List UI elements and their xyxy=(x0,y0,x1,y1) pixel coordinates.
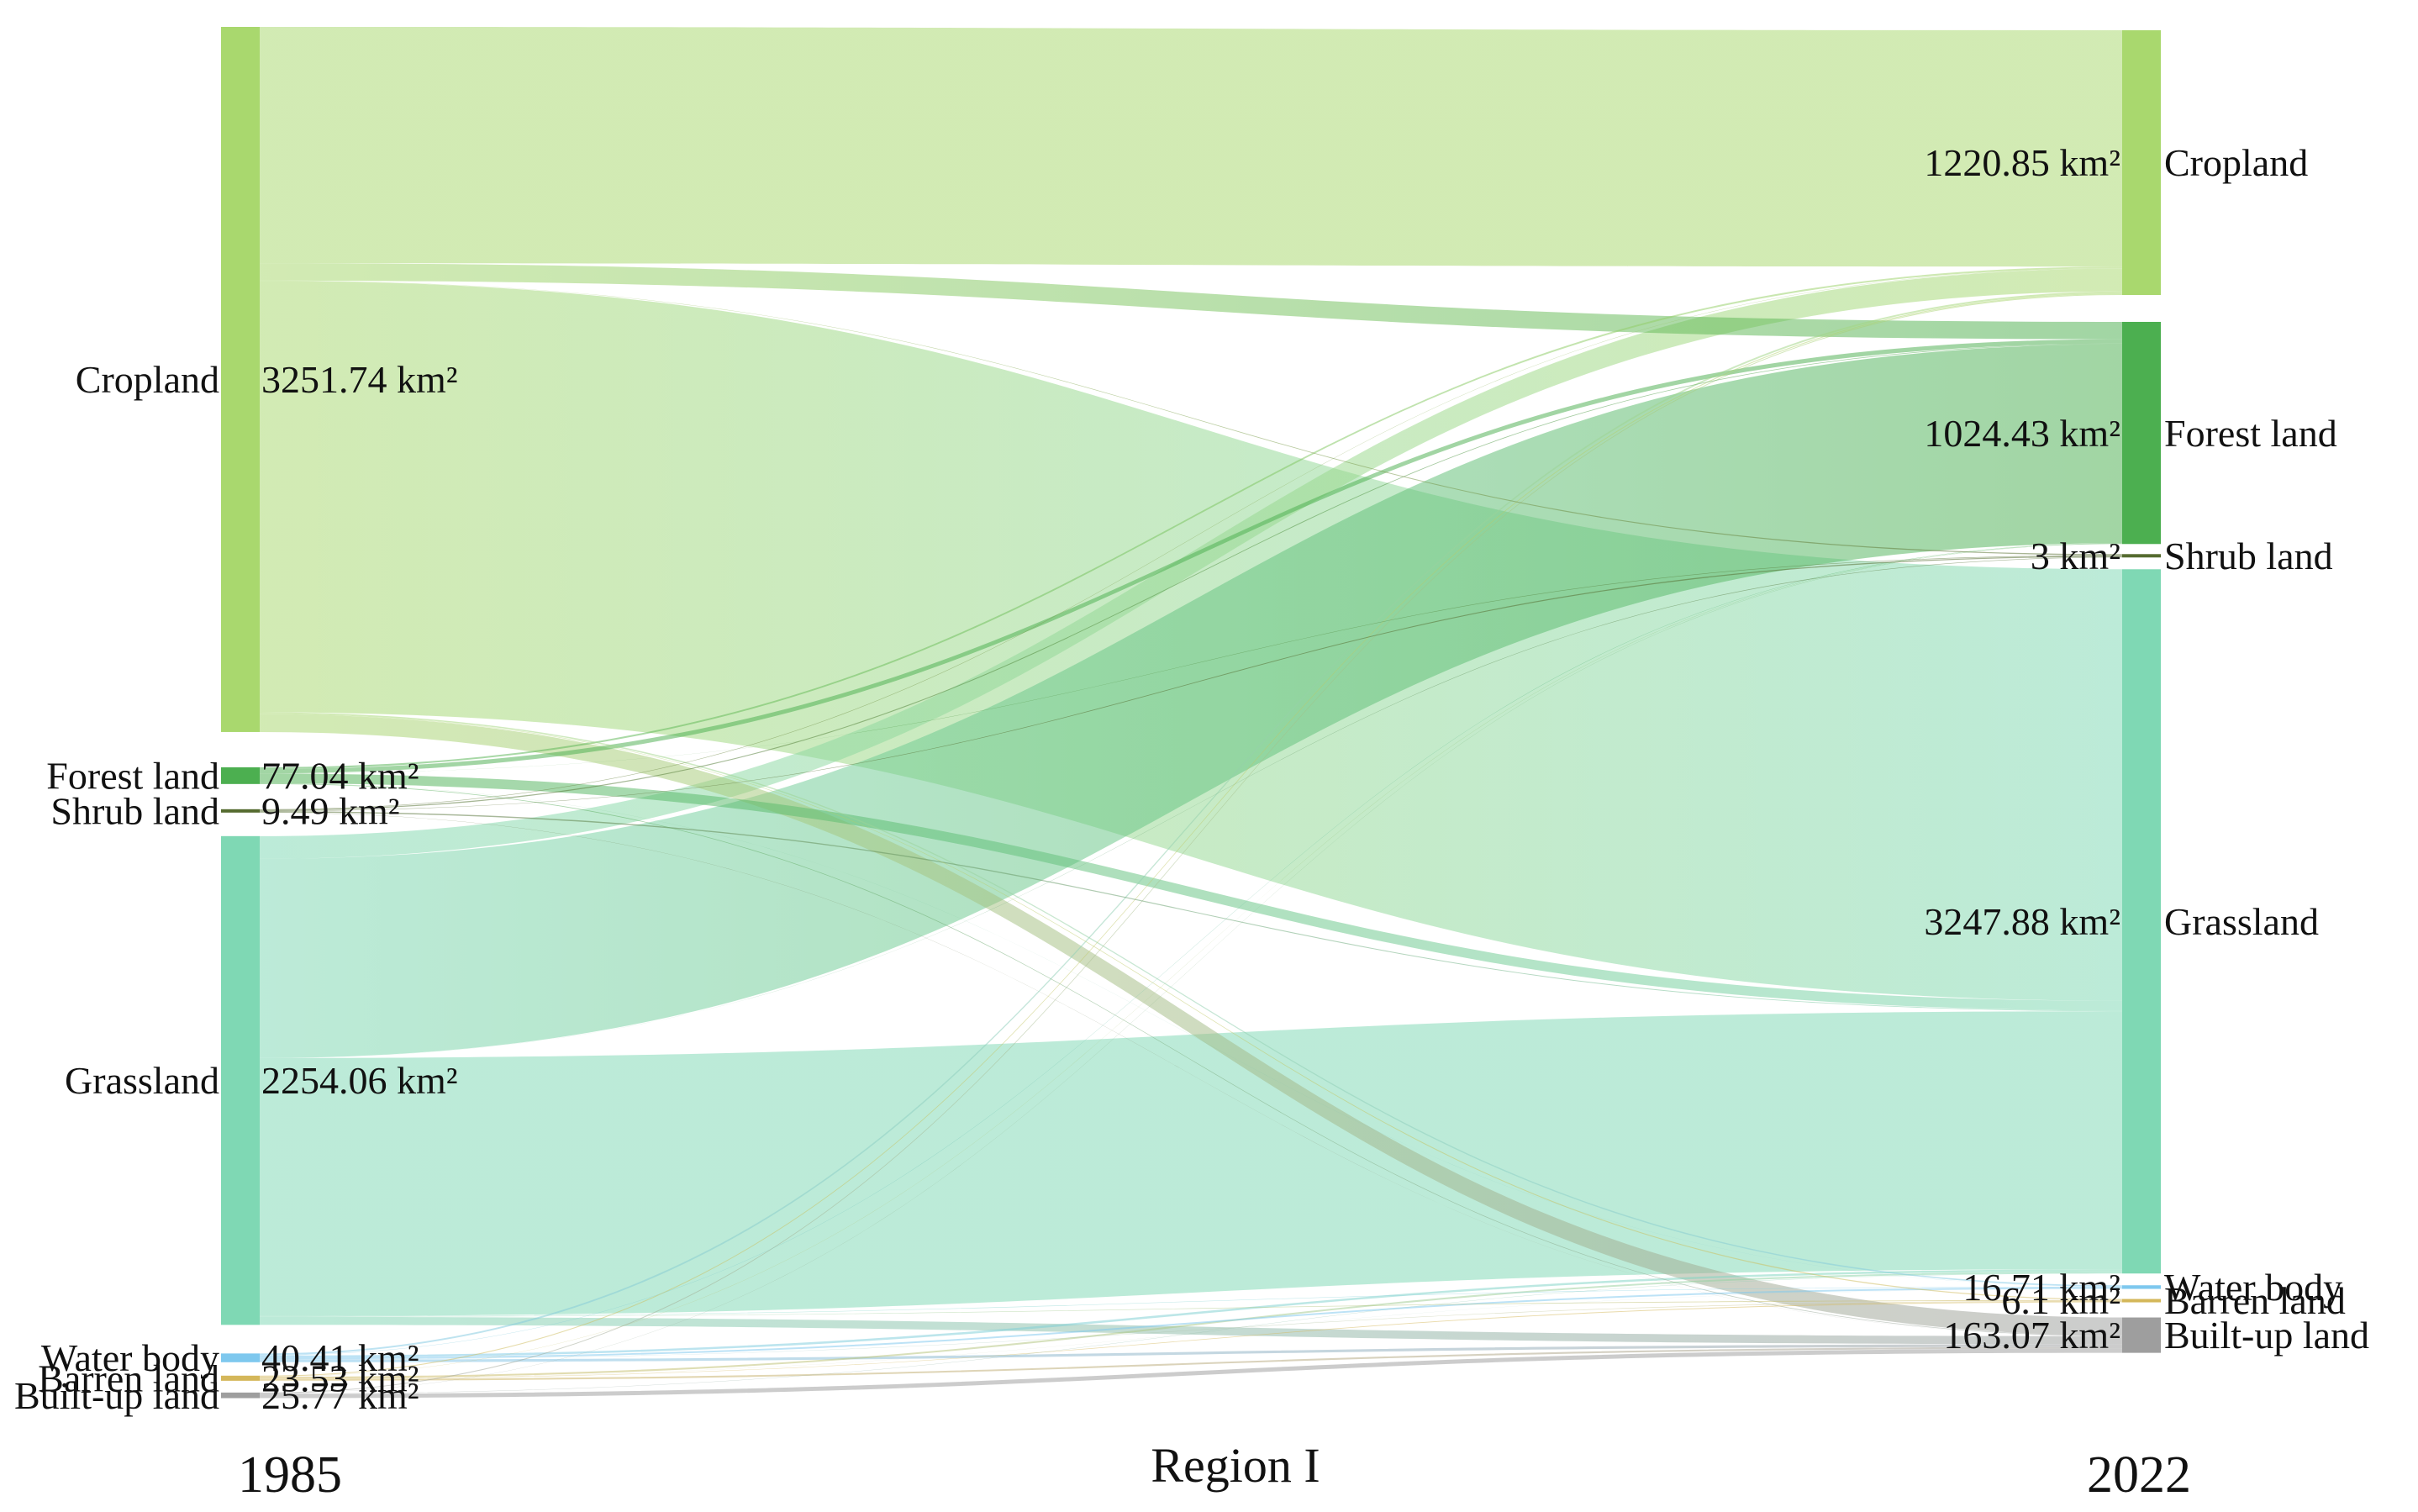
left-value-label-forest-land: 77.04 km² xyxy=(261,755,419,798)
right-value-label-grassland: 3247.88 km² xyxy=(1924,900,2120,943)
right-value-label-shrub-land: 3 km² xyxy=(2031,535,2120,577)
left-name-label-shrub-land: Shrub land xyxy=(50,789,219,832)
nodes-layer xyxy=(221,27,2161,1399)
right-value-label-forest-land: 1024.43 km² xyxy=(1924,412,2120,455)
link-forest-land-to-cropland xyxy=(260,266,2122,770)
right-value-label-water-body: 16.71 km² xyxy=(1962,1266,2120,1309)
right-node-shrub-land xyxy=(2122,554,2161,558)
right-value-label-barren-land: 6.1 km² xyxy=(2001,1279,2120,1322)
link-barren-land-to-built-up-land xyxy=(260,1346,2122,1381)
link-forest-land-to-forest-land xyxy=(260,339,2122,774)
left-node-built-up-land xyxy=(221,1392,260,1399)
left-name-label-cropland: Cropland xyxy=(76,358,219,401)
link-forest-land-to-shrub-land xyxy=(260,555,2122,774)
left-node-cropland xyxy=(221,27,260,732)
left-value-label-cropland: 3251.74 km² xyxy=(261,358,458,401)
link-shrub-land-to-cropland xyxy=(260,268,2122,810)
link-forest-land-to-built-up-land xyxy=(260,783,2122,1336)
left-node-forest-land xyxy=(221,767,260,784)
left-value-label-water-body: 40.41 km² xyxy=(261,1336,419,1379)
link-grassland-to-barren-land xyxy=(260,1299,2122,1317)
left-value-label-shrub-land: 9.49 km² xyxy=(261,789,400,832)
link-forest-land-to-water-body xyxy=(260,782,2122,1287)
link-water-body-to-cropland xyxy=(260,291,2122,1356)
right-name-label-cropland: Cropland xyxy=(2164,141,2308,184)
link-barren-land-to-water-body xyxy=(260,1288,2122,1379)
link-water-body-to-grassland xyxy=(260,1269,2122,1358)
right-node-cropland xyxy=(2122,30,2161,295)
links-layer xyxy=(260,27,2122,1399)
right-name-label-shrub-land: Shrub land xyxy=(2164,535,2333,577)
link-cropland-to-shrub-land xyxy=(260,280,2122,556)
link-shrub-land-to-forest-land xyxy=(260,343,2122,811)
left-node-barren-land xyxy=(221,1375,260,1381)
link-barren-land-to-grassland xyxy=(260,1271,2122,1379)
link-water-body-to-forest-land xyxy=(260,543,2122,1356)
link-built-up-land-to-cropland xyxy=(260,293,2122,1393)
link-cropland-to-water-body xyxy=(260,712,2122,1287)
right-name-label-barren-land: Barren land xyxy=(2164,1279,2346,1322)
left-value-label-barren-land: 23.53 km² xyxy=(261,1357,419,1399)
right-node-barren-land xyxy=(2122,1299,2161,1303)
link-grassland-to-forest-land xyxy=(260,344,2122,1058)
right-name-label-built-up-land: Built-up land xyxy=(2164,1314,2369,1357)
link-cropland-to-built-up-land xyxy=(260,714,2122,1336)
link-grassland-to-water-body xyxy=(260,1286,2122,1317)
link-barren-land-to-barren-land xyxy=(260,1301,2122,1379)
right-year-label: 2022 xyxy=(2087,1446,2191,1504)
left-value-label-built-up-land: 25.77 km² xyxy=(261,1374,419,1417)
link-forest-land-to-grassland xyxy=(260,773,2122,1011)
link-built-up-land-to-built-up-land xyxy=(260,1348,2122,1399)
left-node-shrub-land xyxy=(221,809,260,813)
left-year-label: 1985 xyxy=(238,1446,342,1504)
link-built-up-land-to-forest-land xyxy=(260,544,2122,1394)
right-name-label-forest-land: Forest land xyxy=(2164,412,2337,455)
left-node-grassland xyxy=(221,835,260,1325)
left-name-label-grassland: Grassland xyxy=(65,1059,219,1102)
chart-title: Region I xyxy=(1151,1438,1320,1493)
left-value-label-grassland: 2254.06 km² xyxy=(261,1059,458,1102)
link-grassland-to-built-up-land xyxy=(260,1316,2122,1345)
link-grassland-to-shrub-land xyxy=(260,556,2122,1058)
right-name-label-water-body: Water body xyxy=(2164,1266,2342,1309)
link-water-body-to-water-body xyxy=(260,1287,2122,1360)
link-shrub-land-to-shrub-land xyxy=(260,556,2122,812)
left-name-label-forest-land: Forest land xyxy=(46,755,219,798)
link-water-body-to-built-up-land xyxy=(260,1344,2122,1362)
link-barren-land-to-cropland xyxy=(260,292,2122,1377)
left-name-label-water-body: Water body xyxy=(41,1336,219,1379)
right-node-forest-land xyxy=(2122,321,2161,545)
link-cropland-to-barren-land xyxy=(260,714,2122,1300)
right-node-grassland xyxy=(2122,569,2161,1274)
right-value-label-built-up-land: 163.07 km² xyxy=(1943,1314,2120,1357)
link-grassland-to-cropland xyxy=(260,268,2122,859)
link-built-up-land-to-grassland xyxy=(260,1272,2122,1394)
labels-layer: Cropland 3251.74 km² Forest land 77.04 km² S… xyxy=(14,141,2369,1417)
right-name-label-grassland: Grassland xyxy=(2164,900,2319,943)
link-water-body-to-barren-land xyxy=(260,1300,2122,1360)
right-value-label-cropland: 1220.85 km² xyxy=(1924,141,2120,184)
left-name-label-barren-land: Barren land xyxy=(38,1357,219,1399)
link-shrub-land-to-built-up-land xyxy=(260,812,2122,1336)
link-barren-land-to-forest-land xyxy=(260,543,2122,1378)
right-node-built-up-land xyxy=(2122,1317,2161,1353)
right-node-water-body xyxy=(2122,1285,2161,1289)
link-shrub-land-to-grassland xyxy=(260,811,2122,1012)
link-cropland-to-cropland xyxy=(260,27,2122,267)
left-name-label-built-up-land: Built-up land xyxy=(14,1374,219,1417)
link-grassland-to-grassland xyxy=(260,1011,2122,1316)
left-node-water-body xyxy=(221,1353,260,1362)
